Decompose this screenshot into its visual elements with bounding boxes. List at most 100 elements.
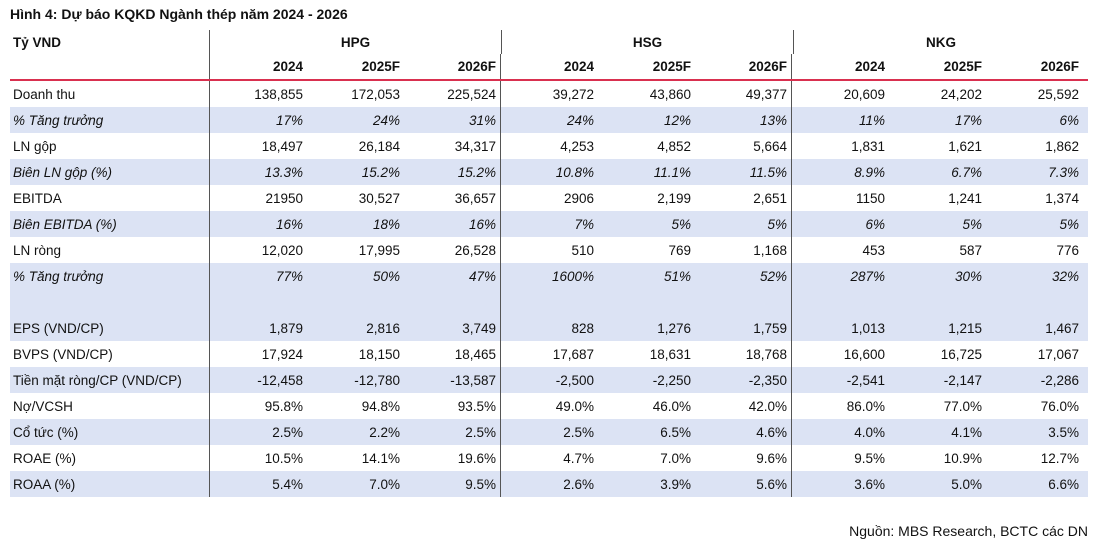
table-cell: 5% (695, 211, 792, 237)
table-cell: 4.1% (951, 424, 982, 440)
table-cell: 1,013 (851, 320, 885, 336)
table-cell: 13% (695, 107, 792, 133)
table-cell: 776 (1056, 242, 1079, 258)
table-cell: 77% (275, 268, 303, 284)
table-cell: 18,497 (261, 138, 303, 154)
table-cell: 16% (275, 216, 303, 232)
table-cell: 86.0% (846, 398, 885, 414)
table-cell: 1,215 (948, 320, 982, 336)
table-cell: 1,862 (1045, 138, 1079, 154)
table-cell: 47% (404, 263, 501, 289)
table-cell: 76.0% (1040, 398, 1079, 414)
table-row: LN gộp 18,497 26,184 34,317 4,253 4,852 5,664 1… (10, 133, 1088, 159)
table-cell: 17% (275, 112, 303, 128)
table-cell: 6% (865, 216, 885, 232)
table-cell: 6% (1059, 112, 1079, 128)
table-cell: 49,377 (695, 81, 792, 107)
row-label: Doanh thu (10, 81, 210, 107)
table-cell: 30% (954, 268, 982, 284)
table-cell (598, 289, 695, 315)
row-label (10, 289, 210, 315)
table-cell: 287% (850, 268, 885, 284)
unit-label: Tỷ VND (10, 30, 210, 54)
table-cell: 4.0% (854, 424, 885, 440)
table-cell: 769 (668, 242, 691, 258)
table-cell: 10.9% (943, 450, 982, 466)
table-cell: 1,467 (1045, 320, 1079, 336)
table-cell: 34,317 (404, 133, 501, 159)
table-cell: 50% (372, 268, 400, 284)
table-cell: 19.6% (404, 445, 501, 471)
table-cell: 2.6% (563, 476, 594, 492)
table-cell: 12% (663, 112, 691, 128)
table-cell: 2,651 (695, 185, 792, 211)
table-cell: 1,276 (657, 320, 691, 336)
table-cell: 1,374 (1045, 190, 1079, 206)
table-cell: 2.5% (404, 419, 501, 445)
table-cell (210, 289, 307, 315)
table-cell: 510 (571, 242, 594, 258)
table-cell: 6.7% (951, 164, 982, 180)
table-cell: 24,202 (940, 86, 982, 102)
year-header-cell: 2024 (854, 59, 885, 74)
table-cell: 31% (404, 107, 501, 133)
table-cell: 12,020 (261, 242, 303, 258)
table-cell: 15.2% (361, 164, 400, 180)
table-cell: 17% (954, 112, 982, 128)
table-cell: 2,816 (366, 320, 400, 336)
table-cell (792, 289, 889, 315)
row-label: Nợ/VCSH (10, 393, 210, 419)
table-cell: 32% (1051, 268, 1079, 284)
table-cell: 17,924 (261, 346, 303, 362)
table-cell: 1600% (551, 268, 594, 284)
table-row: EPS (VND/CP) 1,879 2,816 3,749 828 1,276 1,759… (10, 315, 1088, 341)
table-row: Tiền mặt ròng/CP (VND/CP) -12,458 -12,780-… (10, 367, 1088, 393)
table-cell: 95.8% (264, 398, 303, 414)
table-row: ROAE (%) 10.5% 14.1% 19.6% 4.7% 7.0% 9.6% 9.5% 1… (10, 445, 1088, 471)
table-cell: 49.0% (555, 398, 594, 414)
table-cell: -2,286 (1040, 372, 1079, 388)
row-label: Biên LN gộp (%) (10, 159, 210, 185)
year-header-cell: 2025F (361, 59, 400, 74)
table-cell: 2.2% (369, 424, 400, 440)
table-cell: 77.0% (943, 398, 982, 414)
table-row: Biên EBITDA (%) 16% 18% 16% 7% 5% 5% 6% 5% 5% (10, 211, 1088, 237)
table-cell: 1,241 (948, 190, 982, 206)
row-label: EPS (VND/CP) (10, 315, 210, 341)
row-label: Cổ tức (%) (10, 419, 210, 445)
table-cell: -12,458 (257, 372, 303, 388)
table-cell (695, 289, 792, 315)
table-cell: 26,184 (358, 138, 400, 154)
table-cell: 3.9% (660, 476, 691, 492)
table-cell: 14.1% (361, 450, 400, 466)
table-cell: 93.5% (404, 393, 501, 419)
table-cell: 7.0% (369, 476, 400, 492)
table-cell (307, 289, 404, 315)
table-cell: 13.3% (264, 164, 303, 180)
table-row: ROAA (%) 5.4% 7.0% 9.5% 2.6% 3.9% 5.6% 3.6% 5.0%… (10, 471, 1088, 497)
row-label: Tiền mặt ròng/CP (VND/CP) (10, 367, 210, 393)
table-cell: 51% (663, 268, 691, 284)
table-cell: 172,053 (351, 86, 400, 102)
table-cell: -2,500 (555, 372, 594, 388)
row-label: ROAA (%) (10, 471, 210, 497)
table-cell: 225,524 (404, 81, 501, 107)
table-cell: 828 (571, 320, 594, 336)
group-header-hsg: HSG (502, 30, 794, 54)
table-cell: 11.1% (653, 164, 691, 180)
table-cell: 587 (959, 242, 982, 258)
table-cell: 18,631 (649, 346, 691, 362)
table-cell: 8.9% (854, 164, 885, 180)
table-cell: 3.6% (854, 476, 885, 492)
table-row: LN ròng 12,020 17,995 26,528 510 769 1,168 453 5… (10, 237, 1088, 263)
table-cell: 18,768 (695, 341, 792, 367)
table-row (10, 289, 1088, 315)
table-cell: 12.7% (1040, 450, 1079, 466)
table-cell: 94.8% (361, 398, 400, 414)
table-cell: 10.5% (264, 450, 303, 466)
row-label: % Tăng trưởng (10, 107, 210, 133)
row-label: Biên EBITDA (%) (10, 211, 210, 237)
table-cell: -13,587 (404, 367, 501, 393)
table-cell: 52% (695, 263, 792, 289)
table-cell: 6.6% (1048, 476, 1079, 492)
